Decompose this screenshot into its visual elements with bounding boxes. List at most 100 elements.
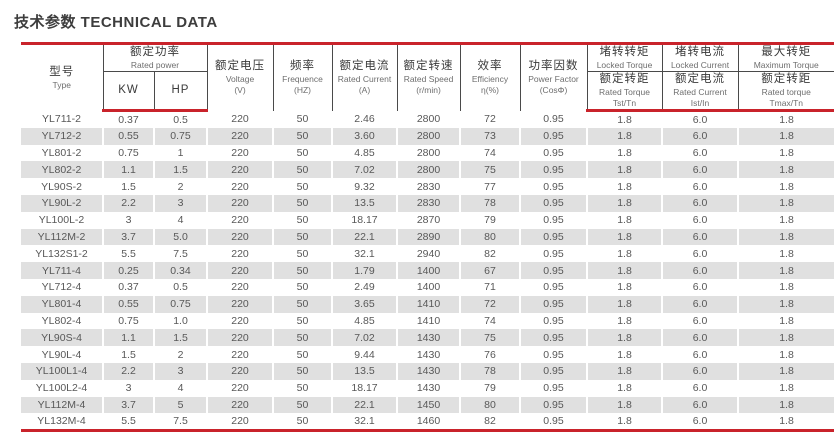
table-row: YL90L-4 1.5 2 220 50 9.44 1430 76 0.95 1.8 6.0 1.8 xyxy=(21,346,834,363)
value-cell: 50 xyxy=(273,228,333,246)
value-cell: 7.02 xyxy=(332,329,398,347)
value-cell: 1.8 xyxy=(587,245,663,263)
header-maximum-torque-zh: 最大转矩 xyxy=(761,46,812,58)
value-cell: 78 xyxy=(460,362,521,380)
value-cell: 2.49 xyxy=(332,278,398,296)
table-row: YL711-4 0.25 0.34 220 50 1.79 1400 67 0.95 1.8 6.0… xyxy=(21,262,834,279)
value-cell: 220 xyxy=(207,127,274,145)
value-cell: 6.0 xyxy=(662,396,739,414)
value-cell: 220 xyxy=(207,312,274,330)
value-cell: 1.8 xyxy=(587,194,663,212)
value-cell: 220 xyxy=(207,161,274,179)
value-cell: 2 xyxy=(154,178,208,195)
value-cell: 1.8 xyxy=(587,278,663,296)
header-efficiency-zh: 效率 xyxy=(477,60,503,73)
value-cell: 3 xyxy=(154,362,208,380)
value-cell: 32.1 xyxy=(332,413,398,431)
value-cell: 2 xyxy=(154,346,208,363)
value-cell: 6.0 xyxy=(662,262,739,279)
header-rated-torque-tmax-en: Rated torque xyxy=(761,87,811,98)
header-power-factor-unit: (CosΦ) xyxy=(539,84,568,95)
header-locked-torque: 堵转转矩 Locked Torque xyxy=(587,43,663,73)
value-cell: 220 xyxy=(207,110,274,128)
value-cell: 75 xyxy=(460,329,521,347)
header-rated-power-zh: 额定功率 xyxy=(130,46,180,58)
value-cell: 7.02 xyxy=(332,161,398,179)
header-rated-torque-tst-unit: Tst/Tn xyxy=(612,97,637,108)
header-hp-label: HP xyxy=(171,84,190,97)
value-cell: 6.0 xyxy=(662,127,739,145)
header-locked-current: 堵转电流 Locked Current xyxy=(662,43,739,73)
table-body: YL711-2 0.37 0.5 220 50 2.46 2800 72 0.95 1.8 6.0 1… xyxy=(21,110,834,431)
header-rated-current-ist-en: Rated Current xyxy=(673,87,727,98)
value-cell: 0.95 xyxy=(520,312,588,330)
value-cell: 220 xyxy=(207,295,274,313)
value-cell: 2870 xyxy=(397,211,461,229)
value-cell: 13.5 xyxy=(332,194,398,212)
value-cell: 1.8 xyxy=(587,127,663,145)
value-cell: 3 xyxy=(103,379,155,397)
header-type: 型号 Type xyxy=(21,43,104,111)
header-rated-speed-zh: 额定转速 xyxy=(403,60,454,73)
model-cell: YL112M-4 xyxy=(21,396,104,414)
model-cell: YL711-4 xyxy=(21,262,104,279)
value-cell: 1.8 xyxy=(738,329,834,347)
value-cell: 1.8 xyxy=(738,396,834,414)
value-cell: 1.8 xyxy=(587,312,663,330)
header-voltage-zh: 额定电压 xyxy=(215,60,265,73)
value-cell: 2.46 xyxy=(332,110,398,128)
value-cell: 6.0 xyxy=(662,278,739,296)
table-row: YL100L-2 3 4 220 50 18.17 2870 79 0.95 1.8 6.0 1.8 xyxy=(21,211,834,229)
value-cell: 4 xyxy=(154,379,208,397)
value-cell: 72 xyxy=(460,110,521,128)
value-cell: 9.32 xyxy=(332,178,398,195)
value-cell: 1.8 xyxy=(587,262,663,279)
value-cell: 50 xyxy=(273,245,333,263)
value-cell: 1.0 xyxy=(154,312,208,330)
value-cell: 0.95 xyxy=(520,245,588,263)
value-cell: 50 xyxy=(273,161,333,179)
header-locked-torque-en: Locked Torque xyxy=(596,59,653,70)
table-row: YL132M-4 5.5 7.5 220 50 32.1 1460 82 0.95 1.8 6.0 1… xyxy=(21,413,834,431)
header-locked-torque-zh: 堵转转矩 xyxy=(599,46,650,58)
value-cell: 78 xyxy=(460,194,521,212)
header-rated-speed-unit: (r/min) xyxy=(416,84,441,95)
value-cell: 2800 xyxy=(397,127,461,145)
table-row: YL712-2 0.55 0.75 220 50 3.60 2800 73 0.95 1.8 6.0… xyxy=(21,127,834,145)
value-cell: 220 xyxy=(207,362,274,380)
value-cell: 0.5 xyxy=(154,110,208,128)
model-cell: YL712-4 xyxy=(21,278,104,296)
header-maximum-torque: 最大转矩 Maximum Torque xyxy=(738,43,834,73)
table-row: YL801-4 0.55 0.75 220 50 3.65 1410 72 0.95 1.8 6.0… xyxy=(21,295,834,313)
value-cell: 3.7 xyxy=(103,396,155,414)
value-cell: 50 xyxy=(273,127,333,145)
header-rated-torque-tst-en: Rated Torque xyxy=(599,87,650,98)
table-row: YL90S-2 1.5 2 220 50 9.32 2830 77 0.95 1.8 6.0 1.8 xyxy=(21,178,834,195)
value-cell: 50 xyxy=(273,379,333,397)
header-power-factor: 功率因数 Power Factor (CosΦ) xyxy=(520,43,588,111)
header-kw: KW xyxy=(103,71,155,113)
header-rated-torque-tmax-zh: 额定转距 xyxy=(761,73,812,86)
header-efficiency-unit: η(%) xyxy=(481,84,499,95)
value-cell: 50 xyxy=(273,362,333,380)
value-cell: 1.5 xyxy=(103,346,155,363)
model-cell: YL90L-2 xyxy=(21,194,104,212)
value-cell: 3 xyxy=(154,194,208,212)
value-cell: 79 xyxy=(460,211,521,229)
value-cell: 1.5 xyxy=(154,329,208,347)
value-cell: 0.95 xyxy=(520,228,588,246)
header-rated-torque-tmax: 额定转距 Rated torque Tmax/Tn xyxy=(738,71,834,113)
value-cell: 50 xyxy=(273,346,333,363)
value-cell: 0.95 xyxy=(520,362,588,380)
value-cell: 1430 xyxy=(397,329,461,347)
header-maximum-torque-en: Maximum Torque xyxy=(753,59,819,70)
value-cell: 1.8 xyxy=(738,362,834,380)
value-cell: 80 xyxy=(460,396,521,414)
header-type-zh: 型号 xyxy=(49,65,75,78)
table-row: YL802-2 1.1 1.5 220 50 7.02 2800 75 0.95 1.8 6.0 1.… xyxy=(21,161,834,179)
value-cell: 0.55 xyxy=(103,127,155,145)
value-cell: 0.95 xyxy=(520,144,588,162)
header-locked-current-zh: 堵转电流 xyxy=(675,46,725,58)
value-cell: 220 xyxy=(207,346,274,363)
header-rated-power-en: Rated power xyxy=(130,59,180,70)
